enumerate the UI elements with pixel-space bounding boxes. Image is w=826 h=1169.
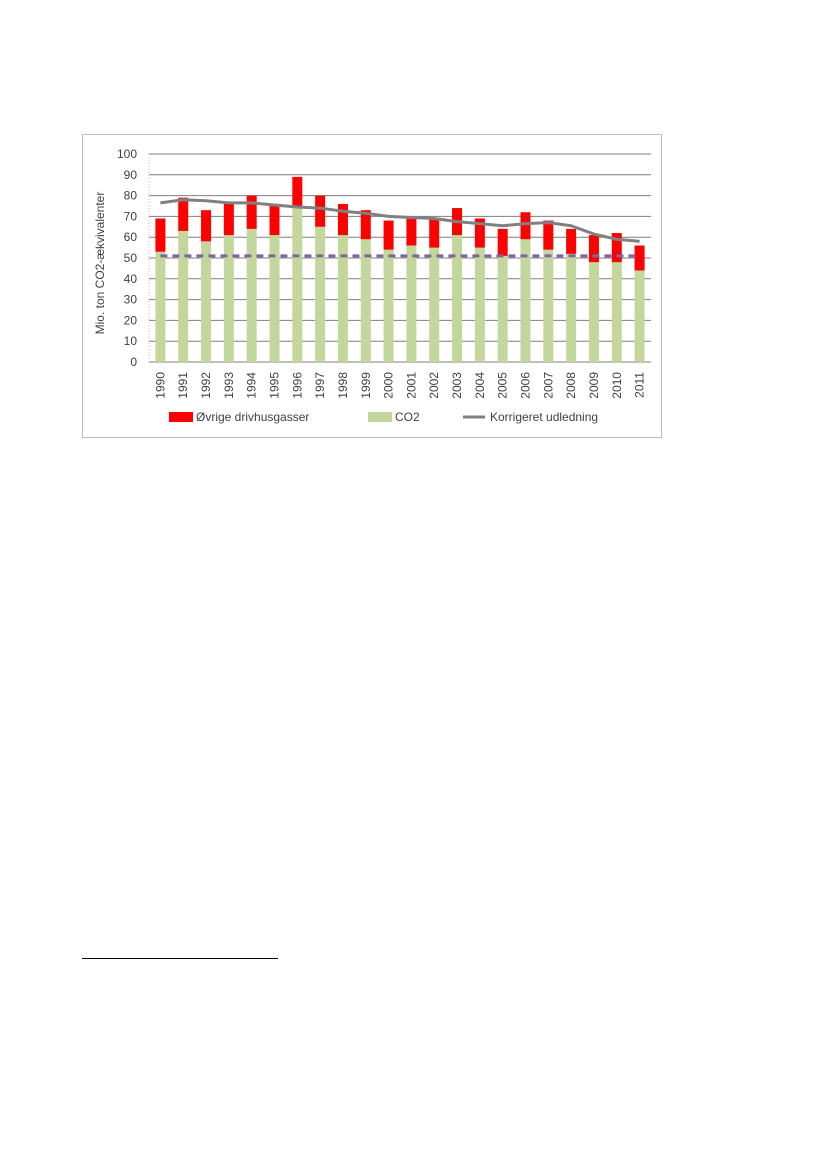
bar-other-gases-1998	[337, 203, 348, 236]
legend-adjusted-emissions-label: Korrigeret udledning	[490, 410, 598, 424]
bar-co2-2007	[543, 249, 554, 362]
y-tick-label: 50	[124, 251, 138, 265]
x-tick-label-1995: 1995	[268, 372, 282, 399]
x-tick-label-1996: 1996	[290, 372, 304, 399]
x-tick-label-2010: 2010	[610, 372, 624, 399]
x-tick-label-2003: 2003	[450, 372, 464, 399]
bar-co2-2004	[474, 247, 485, 362]
y-tick-label: 30	[124, 293, 138, 307]
legend-co2-swatch	[368, 412, 392, 422]
bar-other-gases-1991	[178, 197, 189, 231]
bar-co2-1990	[155, 251, 166, 362]
bar-co2-2011	[634, 270, 645, 362]
bar-co2-1997	[315, 226, 326, 362]
bar-other-gases-2001	[406, 216, 417, 246]
y-axis-title: Mio. ton CO2-ækvivalenter	[93, 192, 107, 335]
bar-other-gases-1994	[246, 195, 257, 229]
legend-other-gases-label: Øvrige drivhusgasser	[196, 410, 309, 424]
bar-other-gases-2008	[566, 228, 577, 254]
y-tick-label: 20	[124, 313, 138, 327]
bar-co2-2000	[383, 249, 394, 362]
y-tick-label: 100	[117, 147, 137, 161]
x-tick-label-1999: 1999	[359, 372, 373, 399]
x-tick-label-2005: 2005	[496, 372, 510, 399]
footnote-separator	[82, 958, 278, 959]
bar-co2-1998	[337, 235, 348, 362]
legend-other-gases-swatch	[169, 412, 193, 422]
bar-co2-1991	[178, 230, 189, 362]
x-tick-label-1990: 1990	[153, 372, 167, 399]
bar-co2-2008	[566, 253, 577, 362]
y-tick-label: 0	[130, 355, 137, 369]
bar-other-gases-2004	[474, 218, 485, 248]
bar-co2-2003	[452, 235, 463, 362]
emissions-chart: 0 10 20 30 40 50 60 70 80 90 100 1990 1991 1992 1993 19…	[93, 147, 651, 424]
x-tick-label-2002: 2002	[427, 372, 441, 399]
adjusted-emissions-line	[160, 198, 640, 243]
bar-co2-2009	[588, 262, 599, 362]
y-tick-label: 40	[124, 272, 138, 286]
bar-other-gases-1990	[155, 218, 166, 252]
legend-co2-label: CO2	[395, 410, 420, 424]
x-tick-label-2009: 2009	[587, 372, 601, 399]
x-tick-label-1993: 1993	[222, 372, 236, 399]
y-tick-label: 80	[124, 189, 138, 203]
x-tick-label-1991: 1991	[176, 372, 190, 399]
bar-co2-2005	[497, 255, 508, 362]
x-tick-label-2004: 2004	[473, 372, 487, 399]
bar-other-gases-2006	[520, 212, 531, 240]
bar-other-gases-2010	[611, 233, 622, 263]
bar-other-gases-1999	[360, 210, 371, 240]
x-tick-label-1994: 1994	[245, 372, 259, 399]
bar-other-gases-1992	[201, 210, 212, 242]
y-tick-label: 10	[124, 334, 138, 348]
x-tick-label-1992: 1992	[199, 372, 213, 399]
x-tick-label-2001: 2001	[404, 372, 418, 399]
x-tick-label-2011: 2011	[633, 372, 647, 398]
bar-co2-1993	[223, 235, 234, 362]
bar-other-gases-1995	[269, 203, 280, 236]
bar-other-gases-2005	[497, 228, 508, 256]
bar-other-gases-1993	[223, 201, 234, 236]
x-tick-label-2000: 2000	[382, 372, 396, 399]
bar-co2-1994	[246, 228, 257, 362]
bar-co2-1995	[269, 235, 280, 362]
bar-other-gases-1996	[292, 176, 303, 209]
bar-co2-1999	[360, 239, 371, 362]
bar-other-gases-2009	[588, 235, 599, 263]
x-tick-label-2007: 2007	[541, 372, 555, 399]
bar-co2-2010	[611, 262, 622, 362]
y-tick-label: 70	[124, 209, 138, 223]
bar-co2-2006	[520, 239, 531, 362]
bar-other-gases-2007	[543, 220, 554, 250]
y-tick-label: 60	[124, 230, 138, 244]
bar-co2-2002	[429, 247, 440, 362]
bar-co2-2001	[406, 245, 417, 362]
bar-other-gases-2002	[429, 218, 440, 248]
x-tick-label-1997: 1997	[313, 372, 327, 399]
bar-other-gases-2011	[634, 245, 645, 271]
x-tick-label-2008: 2008	[564, 372, 578, 399]
bar-other-gases-2000	[383, 220, 394, 250]
x-tick-label-2006: 2006	[519, 372, 533, 399]
bar-other-gases-1997	[315, 195, 326, 227]
chart-frame: 0 10 20 30 40 50 60 70 80 90 100 1990 1991 1992 1993 19…	[82, 134, 662, 438]
x-tick-label-1998: 1998	[336, 372, 350, 399]
y-tick-label: 90	[124, 168, 138, 182]
bar-co2-1996	[292, 208, 303, 362]
bar-co2-1992	[201, 241, 212, 362]
